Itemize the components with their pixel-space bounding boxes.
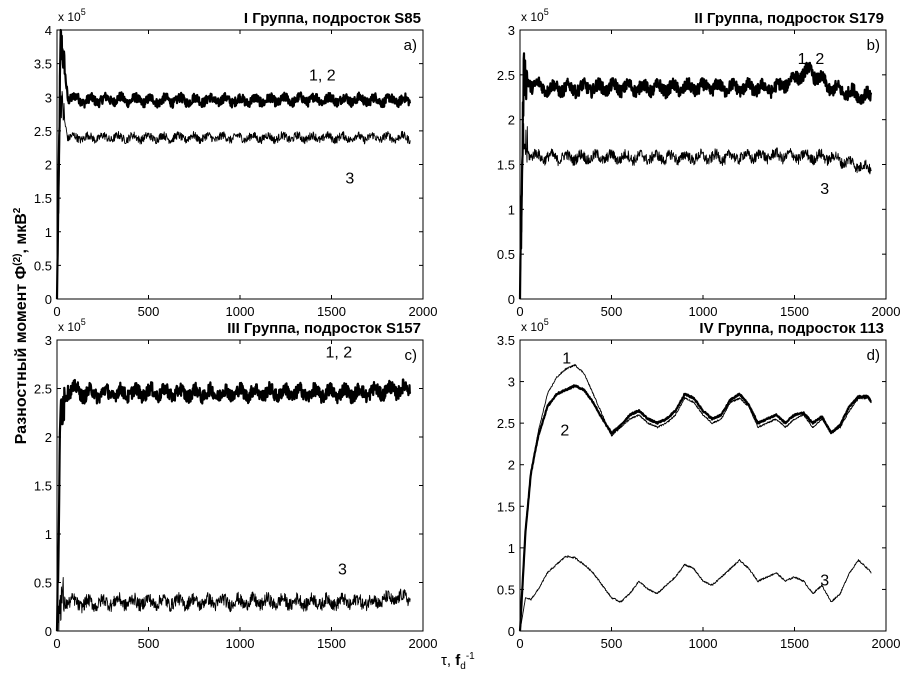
x-tick-label-d: 2000 [872,636,901,651]
axes-frame-a [56,29,424,300]
x-tick-label-a: 1500 [317,304,346,319]
y-multiplier-c: x 105 [58,317,86,334]
y-tick-label-a: 4 [45,23,52,38]
y-tick-label-d: 2 [508,458,515,473]
y-multiplier-d: x 105 [521,317,549,334]
panel-title-a: I Группа, подросток S85 [244,10,421,27]
series-annotation-c: 1, 2 [325,344,352,361]
y-tick-label-c: 0 [45,624,52,639]
y-tick-label-a: 0.5 [34,258,52,273]
panel-d: 0 500 1000 1500 2000 0 0.5 1 1.5 2 2.5 3 3.5 x 105 IV … [497,317,901,651]
y-tick-label-b: 1.5 [497,158,515,173]
x-axis-label: τ, fd-1 [441,651,475,672]
y-tick-label-a: 0 [45,292,52,307]
x-tick-label-d: 0 [516,636,523,651]
x-tick-label-d: 1000 [689,636,718,651]
panel-a: 0 500 1000 1500 2000 0 0.5 1 1.5 2 2.5 3 3.5 4 x 105 I … [34,7,438,319]
panel-label-b: b) [867,37,880,54]
x-tick-label-b: 0 [516,304,523,319]
panel-label-a: a) [404,37,417,54]
y-tick-label-d: 3 [508,375,515,390]
y-tick-label-c: 1 [45,527,52,542]
y-tick-label-b: 2.5 [497,68,515,83]
y-tick-label-a: 3.5 [34,57,52,72]
y-tick-label-b: 0.5 [497,247,515,262]
x-tick-label-b: 500 [601,304,623,319]
x-tick-label-a: 500 [138,304,160,319]
panel-title-c: III Группа, подросток S157 [227,320,421,337]
y-tick-label-a: 3 [45,90,52,105]
panel-b: 0 500 1000 1500 2000 0 0.5 1 1.5 2 2.5 3 x 105 II Гру… [497,7,901,319]
y-tick-label-d: 2.5 [497,416,515,431]
y-tick-label-d: 3.5 [497,333,515,348]
panel-label-c: c) [405,347,418,364]
series-line-b-12 [518,52,873,300]
series-annotation-d: 2 [560,423,569,440]
panel-c: 0 500 1000 1500 2000 0 0.5 1 1.5 2 2.5 3 x 105 III Гр… [34,317,438,651]
series-line-a-3 [56,90,411,300]
series-line-c-3 [56,577,411,632]
x-tick-label-c: 500 [138,636,160,651]
x-tick-label-a: 1000 [226,304,255,319]
series-annotation-b: 1, 2 [798,51,825,68]
x-tick-label-a: 0 [53,304,60,319]
y-tick-label-b: 2 [508,113,515,128]
series-annotation-d: 3 [820,572,829,589]
x-tick-label-c: 2000 [409,636,438,651]
series-annotation-a: 3 [345,170,354,187]
panel-title-d: IV Группа, подросток 113 [699,320,884,337]
series-line-c-12 [55,378,412,632]
y-tick-label-b: 3 [508,23,515,38]
y-multiplier-a: x 105 [58,7,86,24]
y-tick-label-c: 2 [45,430,52,445]
axes-frame-d [519,339,887,632]
y-tick-label-c: 3 [45,333,52,348]
y-tick-label-c: 0.5 [34,576,52,591]
series-annotation-c: 3 [338,562,347,579]
series-line-a-12 [55,28,412,300]
y-multiplier-b: x 105 [521,7,549,24]
y-tick-label-a: 1.5 [34,191,52,206]
x-tick-label-c: 1500 [317,636,346,651]
y-tick-label-d: 1 [508,541,515,556]
series-annotation-b: 3 [820,181,829,198]
series-line-b-3 [519,123,872,300]
series-line-d-2 [518,384,873,632]
y-tick-label-c: 1.5 [34,479,52,494]
panel-label-d: d) [867,347,880,364]
series-line-d-3 [519,555,872,632]
series-annotation-a: 1, 2 [309,67,336,84]
y-axis-label: Разностный момент Ф(2), мкВ2 [12,207,30,444]
y-tick-label-a: 2.5 [34,124,52,139]
x-tick-label-d: 1500 [780,636,809,651]
series-line-d-1 [519,363,872,632]
x-tick-label-b: 2000 [872,304,901,319]
x-tick-label-c: 0 [53,636,60,651]
series-annotation-d: 1 [562,350,571,367]
y-tick-label-c: 2.5 [34,382,52,397]
x-tick-label-b: 1000 [689,304,718,319]
y-tick-label-b: 1 [508,202,515,217]
x-tick-label-b: 1500 [780,304,809,319]
x-tick-label-d: 500 [601,636,623,651]
x-tick-label-c: 1000 [226,636,255,651]
y-tick-label-d: 0 [508,624,515,639]
x-tick-label-a: 2000 [409,304,438,319]
y-tick-label-a: 2 [45,158,52,173]
y-tick-label-a: 1 [45,225,52,240]
panel-title-b: II Группа, подросток S179 [694,10,884,27]
y-tick-label-d: 1.5 [497,499,515,514]
y-tick-label-d: 0.5 [497,582,515,597]
y-tick-label-b: 0 [508,292,515,307]
